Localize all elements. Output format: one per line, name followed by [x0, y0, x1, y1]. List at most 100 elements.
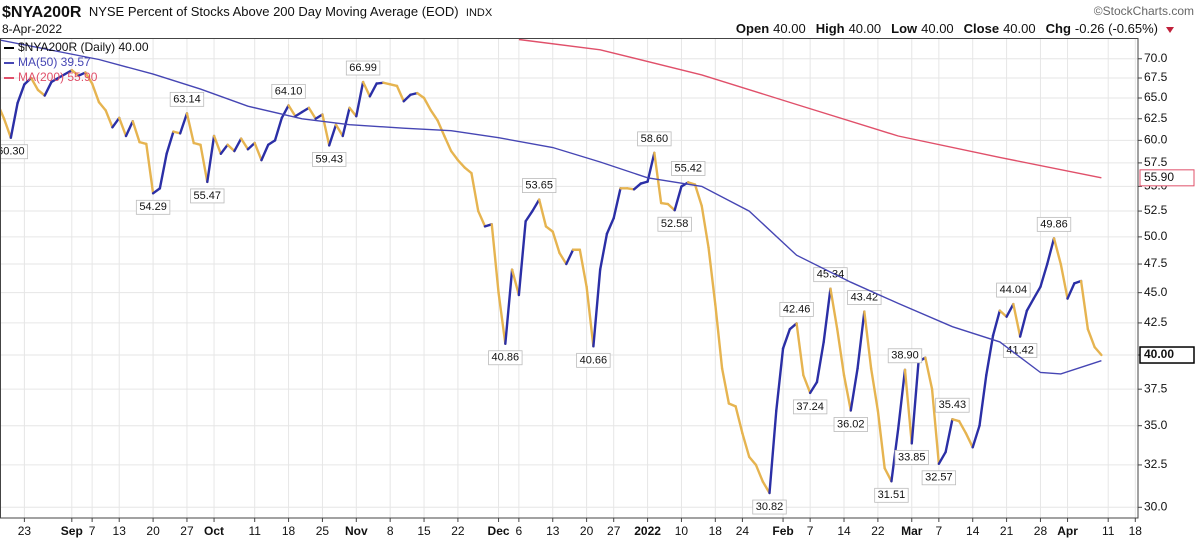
- x-tick-label: 20: [580, 524, 594, 538]
- quote-value: 40.00: [773, 21, 806, 36]
- quote-value: 40.00: [849, 21, 882, 36]
- value-label-box: [1036, 216, 1072, 232]
- price-segment: [361, 80, 372, 98]
- price-segment: [470, 171, 480, 213]
- price-segment: [666, 202, 676, 212]
- x-tick-label: 8: [387, 524, 394, 538]
- value-label: 36.02: [837, 418, 865, 430]
- x-tick-label: 25: [316, 524, 330, 538]
- price-segment: [477, 209, 487, 228]
- price-segment: [422, 96, 433, 112]
- x-tick-label: 24: [736, 524, 750, 538]
- price-segment: [63, 69, 74, 76]
- quote: Open 40.00 High 40.00 Low 40.00 Close 40.00 Chg -…: [736, 21, 1158, 36]
- price-segment: [808, 380, 819, 395]
- price-segment: [598, 232, 609, 271]
- value-label-box: [996, 282, 1031, 298]
- price-segment: [212, 134, 223, 155]
- price-segment: [903, 368, 913, 445]
- price-segment: [90, 82, 101, 104]
- price-segment: [219, 143, 229, 155]
- price-segment: [246, 141, 256, 151]
- quote-label: Open: [736, 21, 769, 36]
- last-value-box: [1139, 346, 1195, 364]
- date: 8-Apr-2022: [2, 22, 62, 36]
- price-segment: [429, 109, 439, 122]
- price-segment: [551, 230, 561, 255]
- x-tick-label: 10: [675, 524, 689, 538]
- price-segment: [57, 72, 67, 80]
- plot: 60.30 54.29 63.14 55.47 64.10 59.43 66.99 40.86…: [0, 38, 1103, 515]
- quote-value: 40.00: [921, 21, 954, 36]
- price-segment: [368, 82, 378, 98]
- price-segment: [544, 225, 554, 233]
- price-segment: [104, 109, 114, 129]
- price-segment: [416, 91, 426, 100]
- price-segment: [565, 248, 575, 266]
- x-tick-label: Dec: [488, 524, 510, 538]
- value-label-box: [779, 302, 814, 317]
- price-segment: [944, 418, 954, 454]
- value-label: 41.42: [1006, 344, 1034, 356]
- price-segment: [463, 166, 473, 175]
- value-label-box: [813, 267, 848, 283]
- price-segment: [402, 93, 412, 103]
- price-segment: [524, 209, 534, 223]
- price-segment: [131, 120, 141, 144]
- header: $NYA200R NYSE Percent of Stocks Above 20…: [2, 4, 493, 21]
- quote-label: Chg: [1046, 21, 1071, 36]
- y-tick-label: 37.5: [1144, 381, 1168, 395]
- price-segment: [395, 84, 405, 103]
- price-segment: [1093, 345, 1103, 357]
- price-segment: [70, 69, 80, 77]
- price-segment: [206, 134, 216, 184]
- price-segment: [727, 402, 737, 408]
- price-segment: [29, 76, 40, 92]
- value-label-box: [488, 350, 523, 366]
- legend-label: MA(200) 55.90: [18, 70, 98, 84]
- price-segment: [267, 139, 277, 146]
- quote-label: Low: [891, 21, 918, 36]
- price-segment: [924, 356, 934, 391]
- y-tick-label: 47.5: [1144, 256, 1168, 270]
- y-tick-label: 52.5: [1144, 203, 1168, 217]
- x-tick-label: 2022: [634, 524, 661, 538]
- value-label-box: [576, 352, 611, 368]
- value-label: 42.46: [783, 303, 811, 315]
- price-segment: [971, 424, 981, 449]
- price-segment: [50, 76, 60, 84]
- price-segment: [1018, 309, 1029, 338]
- price-segment: [788, 322, 798, 331]
- value-label: 60.30: [0, 146, 25, 158]
- price-segment: [111, 116, 121, 129]
- price-segment: [517, 220, 527, 297]
- value-label-box: [921, 470, 957, 486]
- x-tick-label: 7: [807, 524, 814, 538]
- quote-label: Close: [964, 21, 999, 36]
- price-segment: [883, 466, 893, 483]
- price-segment: [118, 116, 128, 138]
- x-tick-label: Apr: [1057, 524, 1078, 538]
- price-segment: [287, 104, 297, 118]
- price-segment: [578, 248, 588, 289]
- price-segment: [334, 123, 344, 138]
- price-segment: [849, 367, 859, 412]
- x-tick-label: 11: [1102, 524, 1115, 538]
- value-label-box: [190, 188, 225, 204]
- price-segment: [165, 130, 175, 155]
- price-segment: [815, 340, 825, 384]
- value-label: 52.58: [661, 218, 689, 230]
- price-segment: [829, 287, 839, 331]
- x-tick-label: Nov: [345, 524, 368, 538]
- price-segment: [151, 187, 162, 195]
- value-label: 40.86: [492, 352, 520, 364]
- price-segment: [84, 71, 94, 85]
- price-segment: [9, 101, 19, 139]
- value-label: 43.42: [851, 291, 879, 303]
- price-segment: [592, 268, 602, 348]
- price-segment: [930, 387, 941, 465]
- value-label: 53.65: [525, 179, 553, 191]
- price-segment: [314, 113, 324, 120]
- last-value-label: 55.90: [1144, 170, 1174, 184]
